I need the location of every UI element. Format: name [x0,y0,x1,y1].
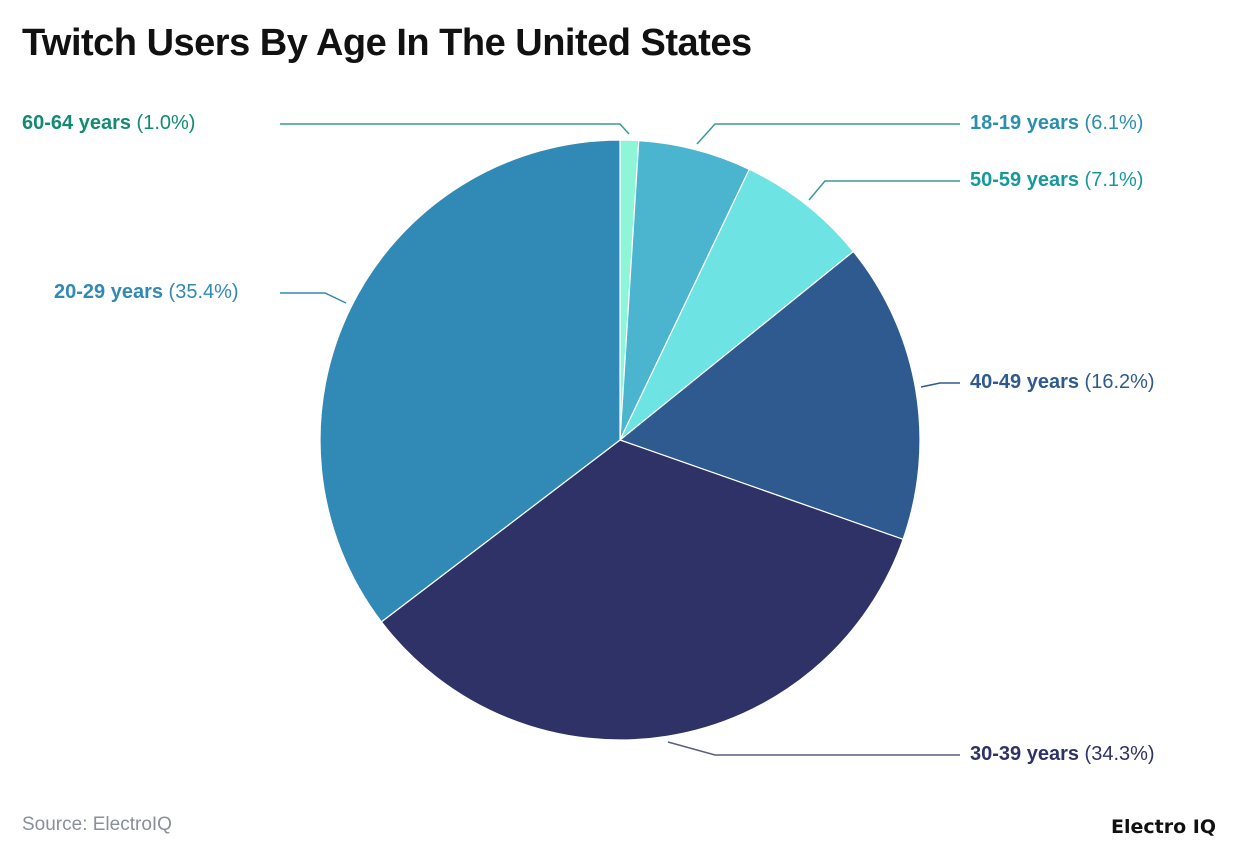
chart-title: Twitch Users By Age In The United States [22,22,752,64]
label-name: 30-39 years [970,743,1079,765]
label-value: (7.1%) [1084,169,1144,191]
label-value: (6.1%) [1084,112,1144,134]
pie-slice-30-39-years [380,439,904,741]
pie-slice-50-59-years [619,168,855,441]
source-note: Source: ElectroIQ [22,814,172,835]
electroiq-logo: Electro IQ [1111,816,1216,838]
slice-label-60-64: 60-64 years (1.0%) [22,112,195,135]
label-value: (1.0%) [136,112,196,134]
pie-slice-20-29-years [319,139,621,623]
leader-line-18-19 [696,123,960,145]
leader-line-60-64 [280,123,630,135]
label-name: 60-64 years [22,112,131,134]
leader-line-50-59 [808,180,960,201]
label-name: 50-59 years [970,169,1079,191]
slice-label-40-49: 40-49 years (16.2%) [970,371,1155,394]
leader-line-20-29 [280,292,347,304]
label-name: 20-29 years [54,281,163,303]
slice-label-50-59: 50-59 years (7.1%) [970,169,1143,192]
label-value: (16.2%) [1084,371,1155,393]
label-value: (34.3%) [1084,743,1155,765]
leader-line-40-49 [920,382,960,388]
label-name: 40-49 years [970,371,1079,393]
pie-slice-40-49-years [618,250,921,541]
label-name: 18-19 years [970,112,1079,134]
slice-label-20-29: 20-29 years (35.4%) [54,281,239,304]
label-value: (35.4%) [168,281,239,303]
slice-label-30-39: 30-39 years (34.3%) [970,743,1155,766]
slice-label-18-19: 18-19 years (6.1%) [970,112,1143,135]
leader-line-30-39 [667,741,960,756]
